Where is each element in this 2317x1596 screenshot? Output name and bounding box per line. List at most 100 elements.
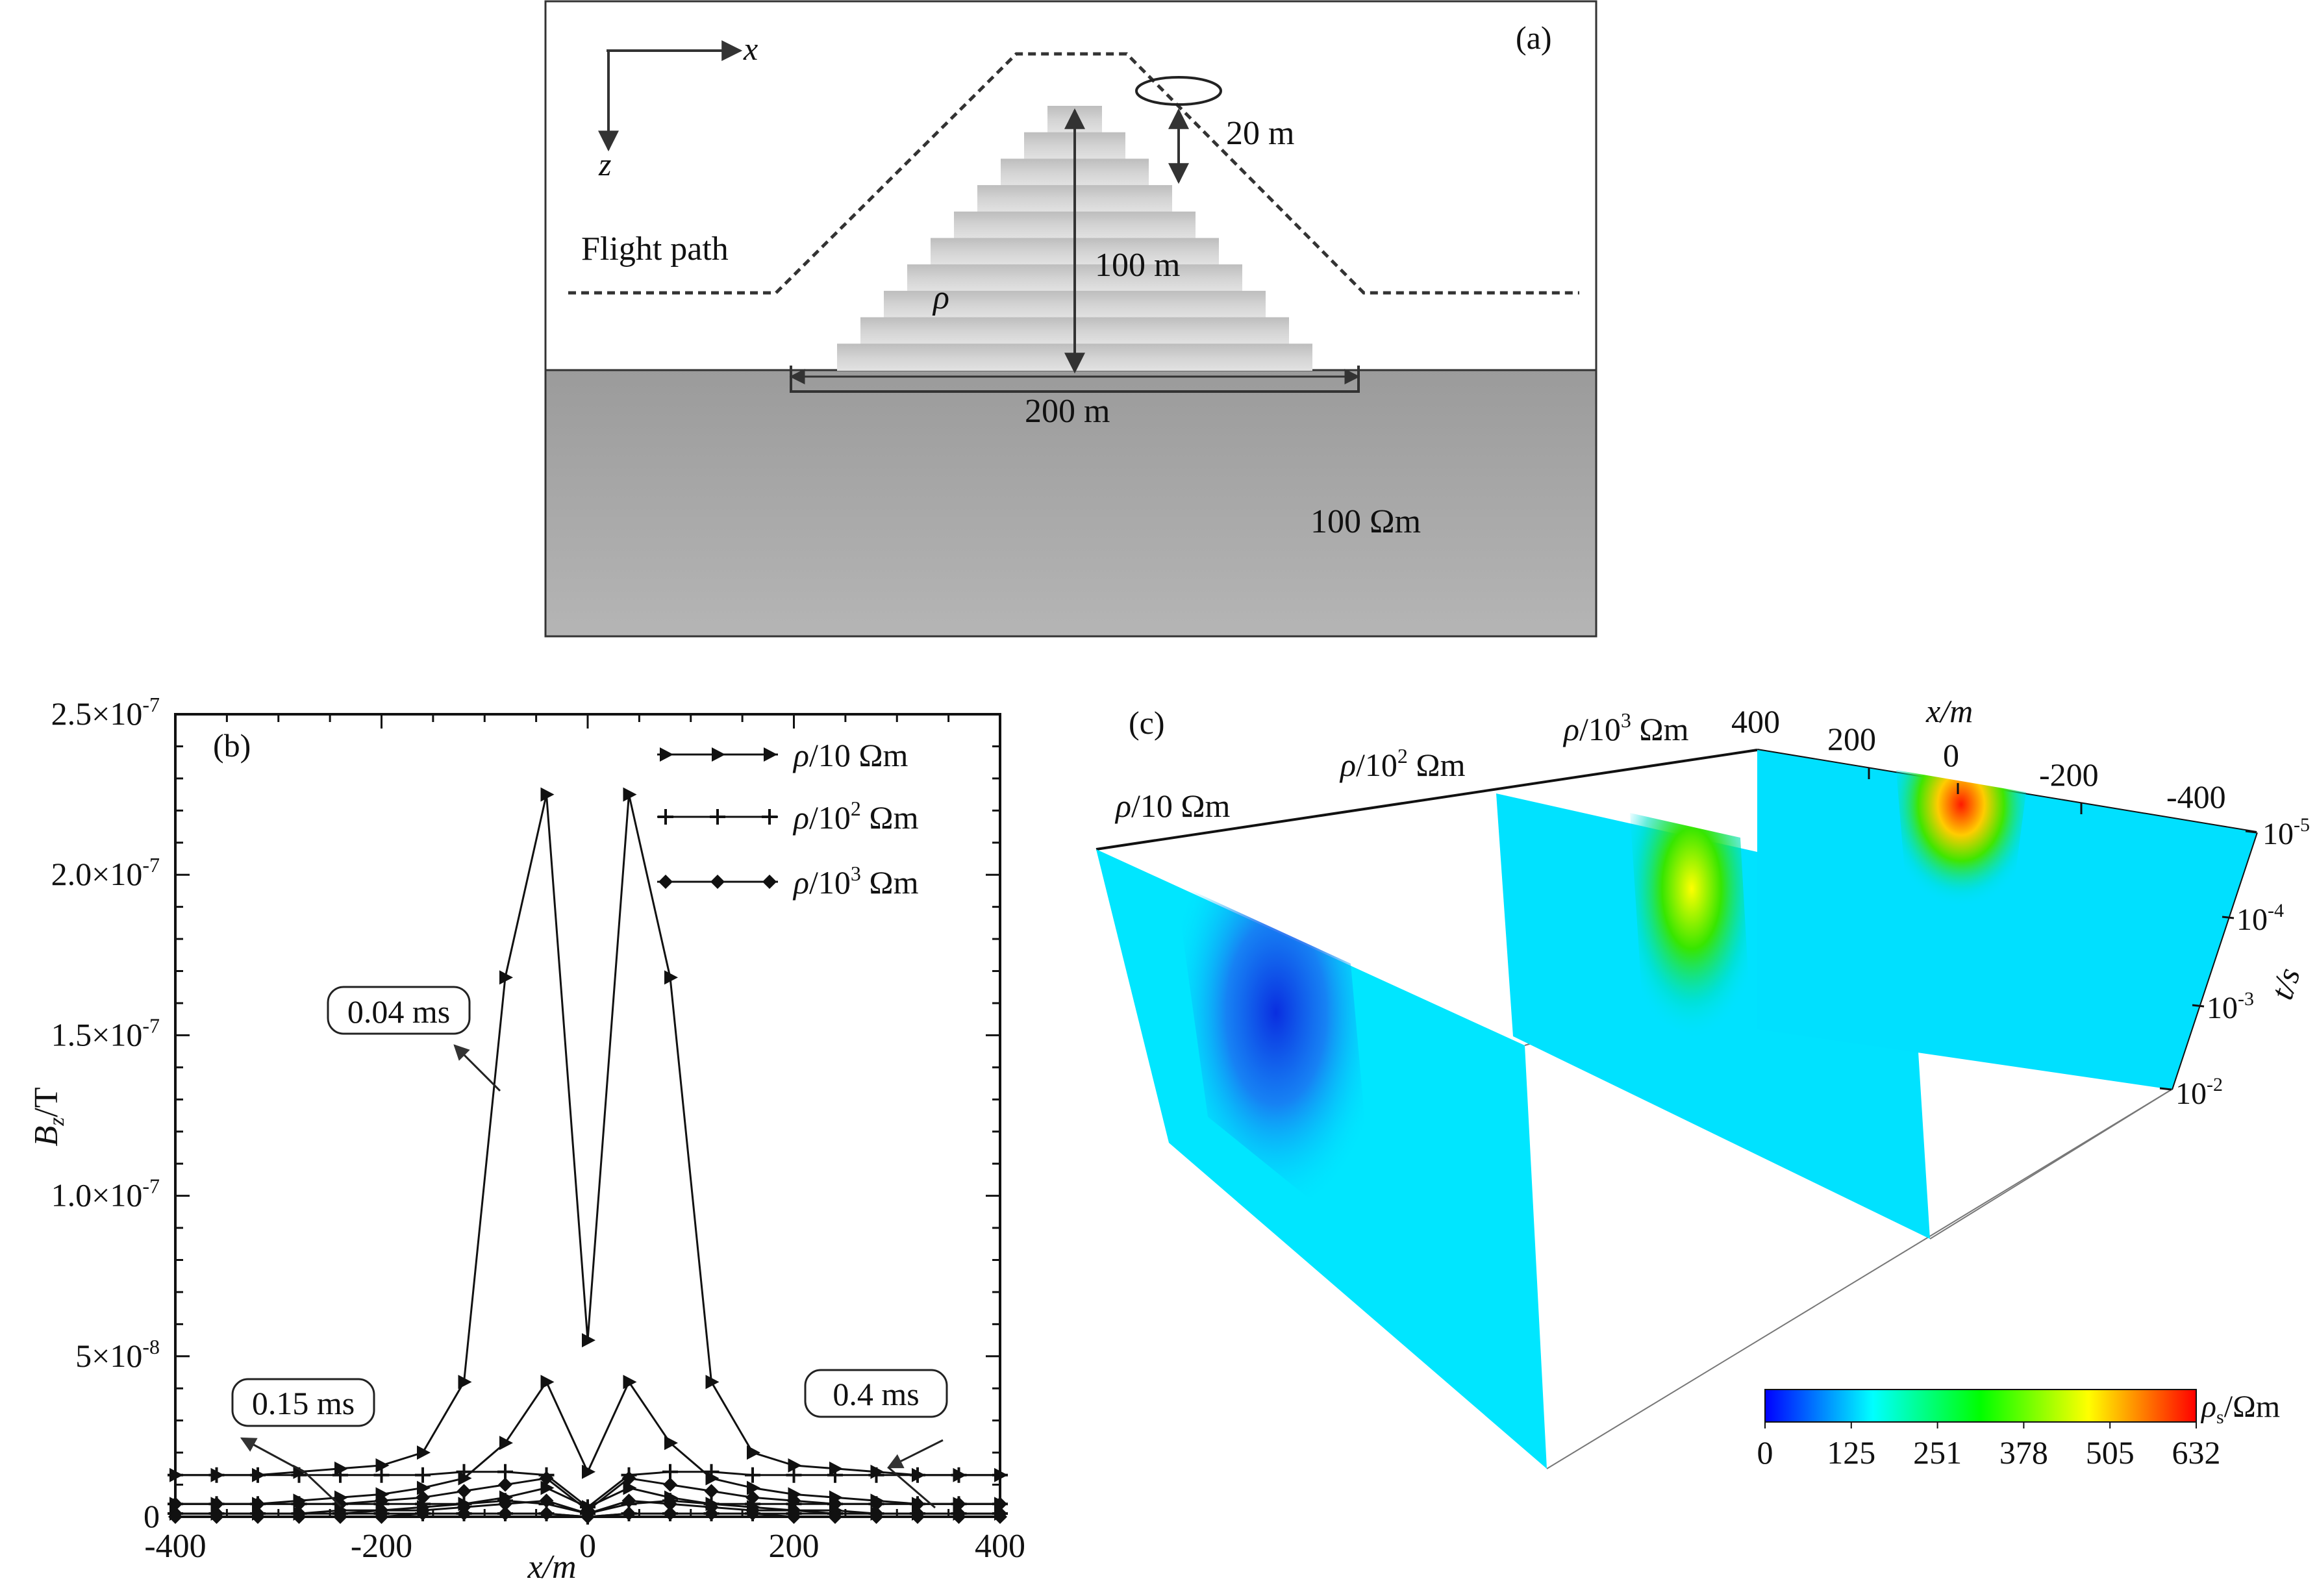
marker-plus: [456, 1464, 472, 1480]
marker-triangle: [664, 970, 678, 985]
section-label-rho-1000-sup: 3: [1621, 708, 1631, 732]
loop-icon: [1135, 76, 1222, 106]
marker-diamond: [251, 1497, 265, 1512]
marker-diamond: [704, 1506, 719, 1521]
y-tick-label-exp: -8: [142, 1335, 160, 1358]
y-tick-label: 2.5×10-7: [51, 693, 160, 732]
y-tick-label: 1.0×10-7: [51, 1175, 160, 1214]
marker-triangle: [623, 1375, 637, 1390]
plot-c-x-tick-0: 0: [1943, 737, 1959, 773]
annotation-04ms-arrow-a: [886, 1439, 944, 1469]
marker-diamond: [498, 1506, 512, 1521]
marker-diamond: [209, 1497, 224, 1512]
colorbar-tick-label: 0: [1757, 1434, 1773, 1471]
ground-halfspace: [544, 369, 1597, 638]
plot-c-t-tick-1: 10-5: [2262, 814, 2310, 851]
y-tick-label: 1.5×10-7: [51, 1014, 160, 1053]
plot-c-x-tick-200: 200: [1827, 721, 1876, 757]
legend-label: ρ/10 Ωm: [792, 737, 908, 773]
section-label-rho-10: ρ/10 Ωm: [1114, 788, 1231, 824]
marker-plus: [208, 1467, 225, 1483]
marker-diamond: [658, 875, 673, 889]
marker-triangle: [582, 1333, 595, 1348]
marker-triangle: [623, 1480, 637, 1495]
y-tick-label-base: 2.5×10: [51, 695, 143, 732]
plot-c-x-axis-label: x/m: [1925, 693, 1973, 729]
background-resistivity-label: 100 Ωm: [1310, 503, 1421, 540]
marker-plus: [786, 1467, 802, 1483]
panel-c-label: (c): [1129, 704, 1165, 741]
section-label-rho-10-text: /10 Ωm: [1131, 788, 1231, 824]
marker-diamond: [951, 1510, 966, 1524]
marker-triangle: [540, 787, 555, 802]
marker-diamond: [951, 1497, 966, 1512]
marker-diamond: [621, 1493, 636, 1508]
colorbar-tick-label: 378: [1999, 1434, 2048, 1471]
marker-plus: [710, 809, 725, 825]
colorbar-ticks: 0 125 251 378 505 632: [1757, 1422, 2221, 1471]
marker-plus: [868, 1467, 884, 1483]
section-label-rho-1000: ρ/103 Ωm: [1562, 708, 1689, 747]
legend-text: /10: [809, 799, 851, 836]
annotation-015ms-text: 0.15 ms: [252, 1385, 355, 1421]
marker-diamond: [292, 1510, 307, 1524]
marker-diamond: [498, 1497, 512, 1512]
section-rho-10: [1096, 849, 1547, 1469]
plot-c-t-tick-2-base: 10: [2236, 903, 2268, 937]
marker-triangle: [375, 1458, 390, 1473]
marker-triangle: [540, 1480, 555, 1495]
section-label-rho-10-rho: ρ: [1114, 788, 1131, 824]
plot-b-y-tick-labels: 05×10-81.0×10-71.5×10-72.0×10-72.5×10-7: [51, 693, 160, 1534]
marker-diamond: [910, 1497, 925, 1512]
marker-triangle: [458, 1375, 472, 1390]
y-tick-label-base: 2.0×10: [51, 856, 143, 892]
y-tick-label: 2.0×10-7: [51, 853, 160, 892]
marker-plus: [168, 1467, 183, 1483]
marker-plus: [703, 1464, 720, 1480]
axis-z-label: z: [598, 146, 611, 182]
section-label-rho-1000-rho: ρ: [1562, 711, 1579, 747]
marker-diamond: [786, 1493, 801, 1508]
section-label-rho-100-sup: 2: [1397, 744, 1408, 767]
marker-diamond: [333, 1497, 347, 1512]
legend-rho: ρ: [792, 864, 809, 901]
legend-text: /10 Ωm: [809, 737, 908, 773]
legend-label: ρ/102 Ωm: [792, 797, 919, 836]
marker-diamond: [621, 1506, 636, 1521]
x-tick-label: -200: [351, 1528, 412, 1565]
marker-diamond: [498, 1477, 512, 1492]
plot-c-t-tick-4-exp: -2: [2207, 1074, 2223, 1095]
marker-diamond: [168, 1510, 182, 1524]
marker-diamond: [209, 1510, 224, 1524]
axis-x-label: x: [743, 31, 758, 67]
marker-plus: [762, 809, 777, 825]
marker-triangle: [417, 1480, 431, 1495]
marker-triangle: [417, 1445, 431, 1460]
hill-height-label: 100 m: [1095, 247, 1180, 284]
plot-c-t-tick-2-exp: -4: [2268, 900, 2284, 921]
marker-triangle: [712, 747, 725, 762]
marker-plus: [827, 1467, 843, 1483]
marker-triangle: [623, 787, 637, 802]
y-tick-label-exp: -7: [142, 1014, 160, 1037]
colorbar: 0 125 251 378 505 632 ρs/Ωm: [1757, 1389, 2280, 1471]
marker-diamond: [786, 1510, 801, 1524]
annotation-015ms: 0.15 ms: [231, 1378, 375, 1508]
section-label-rho-100: ρ/102 Ωm: [1339, 744, 1466, 783]
marker-plus: [250, 1467, 266, 1483]
plot-c-t-tick-mark-4: [2159, 1087, 2172, 1091]
panel-c: (c) ρ/10 Ωm: [1096, 693, 2310, 1471]
marker-diamond: [333, 1510, 347, 1524]
box-bottom-inner: [1929, 1089, 2172, 1240]
flight-path-label: Flight path: [581, 231, 729, 268]
panel-a: x z (a) Flight path ρ 20 m 100 m 200 m 1…: [544, 0, 1597, 638]
marker-diamond: [539, 1471, 554, 1486]
colorbar-label-main: ρ: [2200, 1390, 2216, 1424]
marker-triangle: [582, 1464, 595, 1479]
y-tick-label-base: 0: [144, 1498, 160, 1534]
marker-diamond: [581, 1510, 595, 1524]
flight-path-line: [568, 52, 1579, 295]
marker-plus: [745, 1467, 760, 1483]
plot-c-x-tick-m200: -200: [2039, 756, 2099, 793]
marker-diamond: [457, 1484, 471, 1499]
